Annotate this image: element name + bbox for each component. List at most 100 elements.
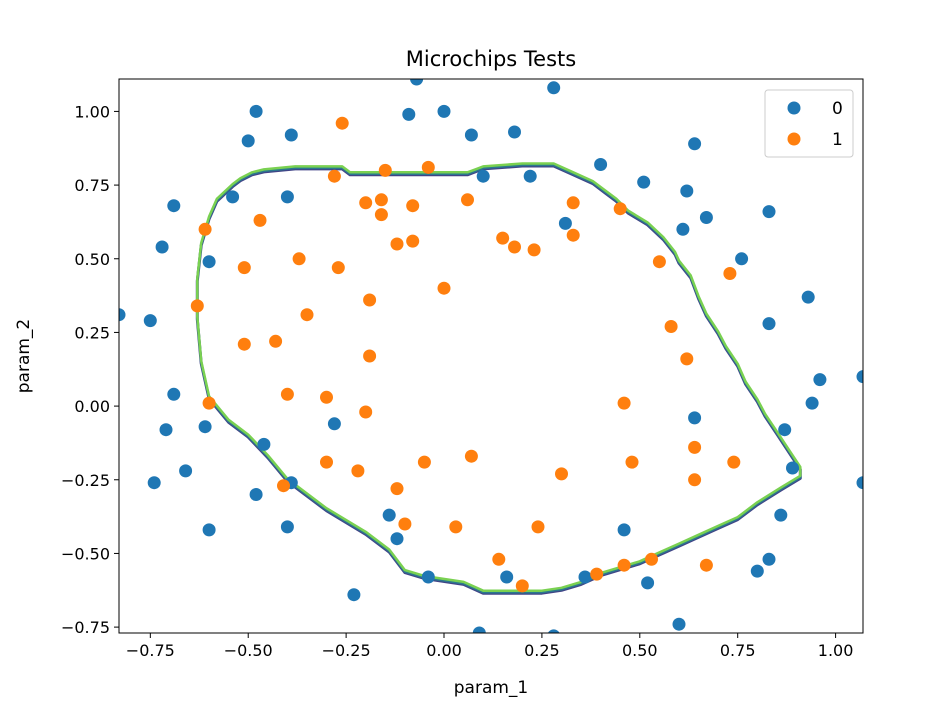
data-point-class-0 (547, 81, 561, 95)
x-tick-label: 0.75 (720, 641, 756, 660)
data-point-class-1 (327, 169, 341, 183)
data-point-class-1 (664, 320, 678, 333)
data-point-class-1 (359, 196, 373, 210)
data-point-class-1 (508, 240, 521, 254)
data-point-class-1 (527, 243, 541, 257)
data-point-class-0 (508, 125, 521, 139)
data-point-class-0 (676, 222, 690, 236)
y-tick-label: 0.50 (74, 250, 110, 269)
y-tick-label: −0.50 (61, 544, 110, 563)
plot-contents (119, 79, 863, 633)
data-point-class-1 (617, 558, 631, 572)
data-point-class-0 (284, 128, 298, 142)
x-tick-label: 1.00 (818, 641, 854, 660)
data-point-class-0 (762, 205, 776, 219)
data-point-class-0 (786, 461, 799, 475)
data-point-class-0 (390, 532, 404, 546)
data-point-class-1 (359, 405, 373, 419)
data-point-class-1 (515, 579, 529, 593)
data-point-class-0 (594, 158, 608, 171)
data-point-class-1 (300, 308, 314, 322)
data-point-class-1 (645, 552, 658, 566)
y-axis: −0.75 −0.50 −0.25 0.00 0.25 0.50 0.75 1.00 (61, 102, 119, 637)
data-point-class-1 (398, 517, 412, 531)
data-point-class-1 (437, 281, 451, 295)
data-point-class-1 (449, 520, 463, 534)
legend-marker-1 (787, 132, 801, 146)
data-point-class-1 (237, 337, 251, 351)
data-point-class-0 (801, 290, 815, 304)
data-point-class-1 (335, 116, 349, 130)
data-point-class-0 (280, 520, 294, 534)
data-point-class-0 (578, 570, 592, 584)
data-point-class-0 (637, 175, 651, 189)
x-tick-label: −0.25 (322, 641, 371, 660)
x-axis: −0.75 −0.50 −0.25 0.00 0.25 0.50 0.75 1.00 (126, 633, 854, 660)
data-point-class-1 (496, 231, 510, 245)
data-point-class-0 (327, 417, 341, 431)
data-point-class-0 (558, 216, 572, 230)
data-point-class-1 (688, 440, 702, 454)
data-point-class-0 (257, 437, 271, 451)
data-point-class-0 (750, 564, 764, 578)
data-point-class-1 (680, 352, 694, 366)
data-point-class-1 (652, 255, 666, 269)
data-point-class-1 (566, 228, 580, 242)
data-point-class-0 (382, 508, 396, 522)
data-point-class-1 (269, 334, 283, 348)
data-point-class-0 (421, 570, 435, 584)
plot-area (118, 78, 864, 634)
data-point-class-0 (762, 317, 776, 331)
y-tick-label: −0.25 (61, 471, 110, 490)
data-point-class-1 (351, 464, 365, 478)
data-point-class-1 (531, 520, 545, 534)
data-point-class-1 (617, 396, 631, 410)
data-point-class-0 (402, 107, 416, 121)
data-point-class-1 (417, 455, 431, 469)
data-point-class-0 (202, 523, 216, 537)
series-0 (119, 79, 863, 633)
data-point-class-0 (226, 190, 240, 204)
data-point-class-0 (167, 199, 181, 213)
data-point-class-0 (699, 211, 713, 224)
x-tick-label: −0.50 (224, 641, 273, 660)
data-point-class-0 (143, 314, 157, 328)
data-point-class-1 (202, 396, 216, 410)
chart-title: Microchips Tests (406, 47, 576, 71)
data-point-class-0 (500, 570, 514, 584)
data-point-class-0 (547, 629, 560, 633)
x-tick-label: 0.50 (622, 641, 658, 660)
data-point-class-1 (390, 482, 404, 496)
data-point-class-1 (727, 455, 741, 469)
data-point-class-0 (688, 137, 702, 151)
data-point-class-0 (119, 308, 126, 322)
x-axis-label: param_1 (454, 678, 529, 698)
y-axis-label: param_2 (14, 319, 34, 394)
data-point-class-0 (410, 79, 424, 86)
data-point-class-0 (155, 240, 169, 254)
data-point-class-0 (856, 370, 863, 384)
data-point-class-1 (699, 558, 713, 572)
data-point-class-1 (406, 199, 420, 213)
data-point-class-1 (374, 208, 388, 222)
data-point-class-1 (363, 349, 377, 363)
y-tick-label: 0.75 (74, 176, 110, 195)
data-point-class-1 (492, 552, 506, 566)
legend-frame (764, 89, 854, 158)
data-point-class-1 (566, 196, 580, 210)
y-tick-label: 0.25 (74, 323, 110, 342)
data-point-class-1 (613, 202, 627, 216)
x-tick-label: −0.75 (126, 641, 175, 660)
data-point-class-1 (363, 293, 377, 307)
data-point-class-0 (523, 169, 537, 183)
data-point-class-0 (464, 128, 478, 142)
legend-label-1: 1 (832, 130, 843, 150)
data-point-class-0 (179, 464, 193, 478)
data-point-class-0 (735, 252, 749, 266)
data-point-class-0 (472, 626, 486, 633)
data-point-class-0 (280, 190, 294, 204)
data-point-class-1 (688, 473, 702, 487)
data-point-class-0 (641, 576, 655, 590)
data-point-class-0 (147, 476, 161, 490)
